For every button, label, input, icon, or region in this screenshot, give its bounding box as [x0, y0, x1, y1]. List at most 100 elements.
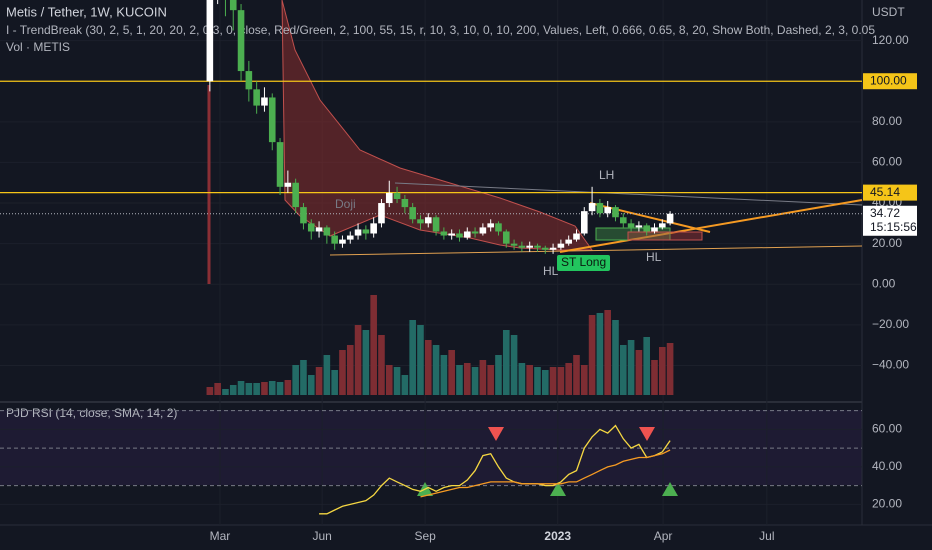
- level-label: 45.14: [870, 185, 900, 199]
- candle-body: [604, 207, 611, 214]
- volume-bar: [510, 335, 518, 395]
- volume-bar: [362, 330, 370, 395]
- candle-body: [479, 227, 487, 234]
- volume-bar: [339, 350, 346, 395]
- candle-body: [261, 97, 268, 106]
- countdown-label: 15:15:56: [870, 220, 917, 234]
- volume-bar: [643, 337, 650, 395]
- candle-body: [417, 219, 424, 224]
- volume-bar: [651, 360, 658, 395]
- volume-bar: [440, 355, 448, 395]
- volume-bar: [417, 325, 424, 395]
- y-tick-label: 60.00: [872, 422, 902, 436]
- candle-body: [276, 142, 284, 187]
- last-price-label: 34.72: [870, 206, 900, 220]
- volume-bar: [518, 363, 526, 395]
- volume-bar: [284, 380, 292, 395]
- annotation: LH: [599, 168, 614, 182]
- volume-bar: [580, 365, 588, 395]
- y-tick-label: 20.00: [872, 236, 902, 250]
- y-tick-label: −40.00: [872, 358, 909, 372]
- y-tick-label: 40.00: [872, 459, 902, 473]
- candle-body: [206, 0, 214, 82]
- rsi-line: [319, 424, 671, 515]
- volume-bar: [635, 350, 643, 395]
- candle-body: [534, 245, 541, 248]
- volume-bar: [463, 363, 471, 395]
- volume-bar: [276, 382, 284, 395]
- volume-bar: [479, 360, 487, 395]
- volume-bar: [432, 345, 440, 395]
- indicator-label: I - TrendBreak (30, 2, 5, 1, 20, 20, 2, …: [6, 23, 875, 37]
- volume-bar: [222, 389, 229, 395]
- volume-label: Vol · METIS: [6, 40, 70, 54]
- volume-bar: [261, 382, 268, 395]
- volume-bar: [393, 367, 401, 395]
- rsi-title: PJD RSI (14, close, SMA, 14, 2): [6, 406, 177, 420]
- volume-bar: [346, 345, 354, 395]
- last-price-tag: [863, 205, 917, 236]
- candle-body: [573, 233, 580, 240]
- volume-bar: [658, 347, 666, 395]
- volume-bar: [214, 383, 221, 395]
- level-label: 100.00: [870, 73, 907, 87]
- volume-bar: [245, 383, 253, 395]
- volume-bar: [292, 365, 299, 395]
- volume-bar: [541, 370, 549, 395]
- candle-body: [588, 203, 596, 212]
- y-axis-label: USDT: [872, 5, 905, 19]
- candle-body: [292, 182, 299, 208]
- candle-body: [518, 245, 526, 248]
- zone-box: [627, 231, 703, 241]
- candle-body: [354, 229, 362, 236]
- candle-body: [627, 223, 635, 228]
- volume-bar: [237, 381, 245, 395]
- volume-bar: [573, 355, 580, 395]
- volume-bar: [323, 355, 331, 395]
- y-tick-label: 20.00: [872, 497, 902, 511]
- volume-bar: [557, 367, 565, 395]
- volume-bar: [495, 355, 502, 395]
- candle-body: [370, 223, 377, 234]
- signal-box: [557, 255, 610, 271]
- candle-body: [323, 227, 331, 236]
- candle-body: [229, 0, 237, 11]
- volume-bar: [300, 360, 307, 395]
- volume-bar: [619, 345, 627, 395]
- candle-body: [378, 203, 385, 224]
- trend-line: [559, 199, 863, 253]
- candle-body: [471, 231, 479, 234]
- volume-bar: [424, 340, 432, 395]
- volume-bar: [315, 367, 323, 395]
- level-tag: [863, 184, 917, 201]
- candle-body: [268, 97, 276, 143]
- candle-body: [307, 223, 315, 232]
- annotation: Doji: [335, 197, 356, 211]
- volume-bar: [385, 365, 393, 395]
- candle-body: [315, 227, 323, 232]
- candle-body: [393, 192, 401, 199]
- candle-body: [549, 247, 557, 250]
- candle-body: [245, 71, 253, 90]
- volume-bar: [596, 313, 604, 395]
- volume-bar: [534, 367, 541, 395]
- volume-bar: [487, 365, 494, 395]
- x-tick-label: Jul: [759, 529, 774, 543]
- volume-bar: [253, 383, 260, 395]
- volume-bar: [401, 375, 409, 395]
- candle-body: [237, 10, 245, 72]
- candle-body: [424, 217, 432, 224]
- volume-bar: [378, 335, 385, 395]
- candle-body: [596, 203, 604, 214]
- volume-bar: [456, 365, 463, 395]
- candle-body: [619, 217, 627, 224]
- candle-body: [651, 227, 658, 232]
- candle-body: [510, 243, 518, 246]
- signal-down: [639, 427, 655, 441]
- candle-body: [658, 223, 666, 228]
- volume-bar: [565, 363, 572, 395]
- volume-bar: [549, 367, 557, 395]
- candle-body: [253, 89, 260, 106]
- signal-up: [550, 482, 566, 496]
